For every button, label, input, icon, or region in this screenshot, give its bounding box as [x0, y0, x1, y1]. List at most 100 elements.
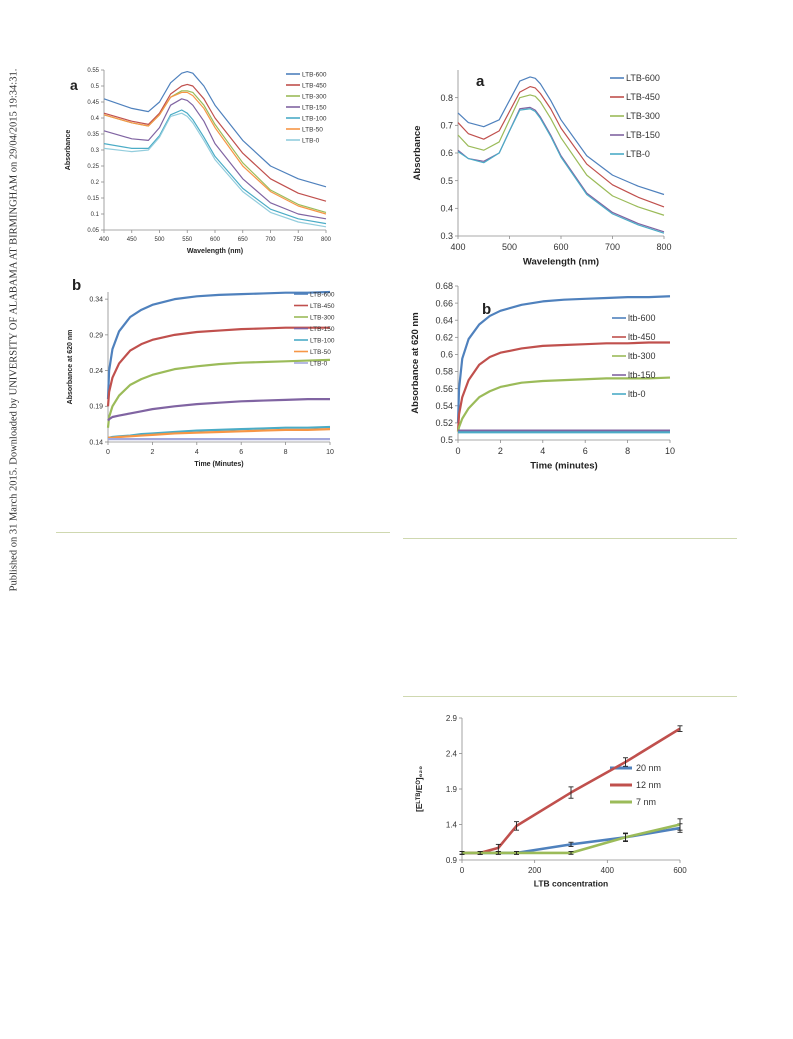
y-tick-label: 0.45 [87, 100, 99, 106]
y-tick-label: 0.3 [440, 231, 453, 241]
divider-left [56, 532, 390, 533]
citation-sidebar: Published on 31 March 2015. Downloaded b… [0, 0, 28, 1039]
y-tick-label: 0.7 [440, 120, 453, 130]
y-tick-label: 0.14 [89, 439, 103, 446]
panel-label: a [476, 73, 485, 90]
series-line-ltb-600 [457, 76, 665, 196]
y-tick-label: 0.9 [446, 856, 458, 865]
panel-label: b [72, 277, 81, 294]
y-tick-label: 0.4 [440, 203, 453, 213]
y-tick-label: 0.19 [89, 404, 103, 411]
y-tick-label: 0.24 [89, 368, 103, 375]
legend-label: 7 nm [636, 797, 656, 807]
series-line-ltb-300 [457, 94, 665, 216]
legend-label: LTB-50 [302, 126, 323, 133]
y-axis-label: [Eᴸᵀᴮ/Eᴼ]₆₂₀ [414, 766, 424, 812]
legend-label: ltb-0 [628, 389, 646, 399]
x-tick-label: 400 [99, 237, 110, 243]
y-tick-label: 2.9 [446, 714, 458, 723]
x-tick-label: 600 [210, 237, 221, 243]
x-tick-label: 600 [673, 866, 687, 875]
x-tick-label: 0 [455, 446, 460, 456]
chart-kinetics-right: 0.5 0.52 0.54 0.56 0.58 0.6 0.62 0.64 0.66 0.68 0 2… [410, 280, 710, 490]
y-tick-label: 0.5 [440, 176, 453, 186]
series-line-ltb-600 [106, 290, 331, 400]
y-tick-label: 2.4 [446, 749, 458, 758]
legend-label: LTB-450 [310, 303, 335, 310]
x-tick-label: 10 [665, 446, 675, 456]
series-line-ltb-100 [103, 109, 327, 225]
y-tick-label: 0.55 [87, 68, 99, 74]
y-tick-label: 0.5 [440, 435, 453, 445]
legend-label: 12 nm [636, 780, 661, 790]
x-tick-label: 4 [540, 446, 545, 456]
x-tick-label: 0 [106, 449, 110, 456]
chart-uv-vis-left-svg: 0.05 0.1 0.15 0.2 0.25 0.3 0.35 0.4 0.45 0.5 0.55 4… [65, 68, 332, 255]
legend-label: LTB-0 [302, 137, 320, 144]
y-tick-label: 0.6 [440, 350, 453, 360]
chart-ratio-concentration: 0.9 1.4 1.9 2.4 2.9 0 200 400 600 LTB concentrati… [410, 710, 710, 900]
x-tick-label: 800 [656, 242, 671, 252]
y-tick-label: 0.25 [87, 164, 99, 170]
y-axis-label: Absorbance [412, 126, 423, 181]
x-tick-label: 6 [239, 449, 243, 456]
legend-label: LTB-0 [310, 360, 328, 367]
y-tick-label: 0.56 [435, 384, 453, 394]
legend-label: LTB-300 [310, 314, 335, 321]
x-tick-label: 200 [528, 866, 542, 875]
legend-label: ltb-150 [628, 370, 656, 380]
series-line-ltb-600 [456, 295, 671, 423]
series-line-ltb-50 [108, 428, 331, 439]
legend-label: ltb-600 [628, 313, 656, 323]
y-tick-label: 0.3 [91, 148, 100, 154]
x-tick-label: 700 [605, 242, 620, 252]
legend-label: ltb-450 [628, 332, 656, 342]
series-line-ltb-50 [103, 91, 327, 215]
series-line-ltb-600 [103, 71, 327, 188]
x-tick-label: 2 [498, 446, 503, 456]
legend-label: LTB-150 [302, 104, 327, 111]
x-tick-label: 600 [553, 242, 568, 252]
x-tick-label: 8 [625, 446, 630, 456]
x-tick-label: 500 [502, 242, 517, 252]
y-tick-label: 0.64 [435, 315, 453, 325]
x-tick-label: 650 [238, 237, 249, 243]
x-tick-label: 550 [182, 237, 193, 243]
y-tick-label: 1.9 [446, 785, 458, 794]
y-tick-label: 0.15 [87, 196, 99, 202]
panel-label: b [482, 301, 491, 318]
x-tick-label: 0 [460, 866, 465, 875]
legend-label: LTB-450 [626, 92, 660, 102]
chart-ratio-concentration-svg: 0.9 1.4 1.9 2.4 2.9 0 200 400 600 LTB concentrati… [414, 714, 687, 889]
y-axis-label: Absorbance at 620 nm [410, 312, 421, 413]
y-tick-label: 1.4 [446, 820, 458, 829]
y-tick-label: 0.52 [435, 418, 453, 428]
legend-label: ltb-300 [628, 351, 656, 361]
legend-label: LTB-100 [302, 115, 327, 122]
y-tick-label: 0.2 [91, 180, 100, 186]
series-line-ltb-450 [106, 326, 330, 407]
chart-uv-vis-left: 0.05 0.1 0.15 0.2 0.25 0.3 0.35 0.4 0.45 0.5 0.55 4… [64, 62, 354, 257]
y-tick-label: 0.66 [435, 298, 453, 308]
chart-uv-vis-right: 0.3 0.4 0.5 0.6 0.7 0.8 400 500 600 700 800 Wavelen… [410, 62, 710, 272]
x-tick-label: 800 [321, 237, 332, 243]
y-tick-label: 0.58 [435, 367, 453, 377]
x-axis-label: Time (minutes) [530, 461, 597, 472]
x-tick-label: 700 [265, 237, 276, 243]
legend-label: 20 nm [636, 763, 661, 773]
x-tick-label: 500 [154, 237, 165, 243]
chart-kinetics-left-svg: 0.14 0.19 0.24 0.29 0.34 0 2 4 6 8 10 Time (Minutes… [67, 277, 335, 468]
x-tick-label: 4 [195, 449, 199, 456]
series-line-ltb-0 [457, 108, 665, 234]
legend-label: LTB-50 [310, 349, 331, 356]
series-line-ltb-300 [106, 358, 331, 428]
x-axis-label: Wavelength (nm) [523, 257, 599, 268]
legend-label: LTB-600 [310, 291, 335, 298]
x-axis-label: Wavelength (nm) [187, 248, 243, 255]
y-tick-label: 0.05 [87, 228, 99, 234]
legend-label: LTB-0 [626, 149, 650, 159]
y-tick-label: 0.29 [89, 332, 103, 339]
chart-uv-vis-right-svg: 0.3 0.4 0.5 0.6 0.7 0.8 400 500 600 700 800 Wavelen… [412, 70, 672, 268]
y-tick-label: 0.8 [440, 93, 453, 103]
x-tick-label: 10 [326, 449, 334, 456]
